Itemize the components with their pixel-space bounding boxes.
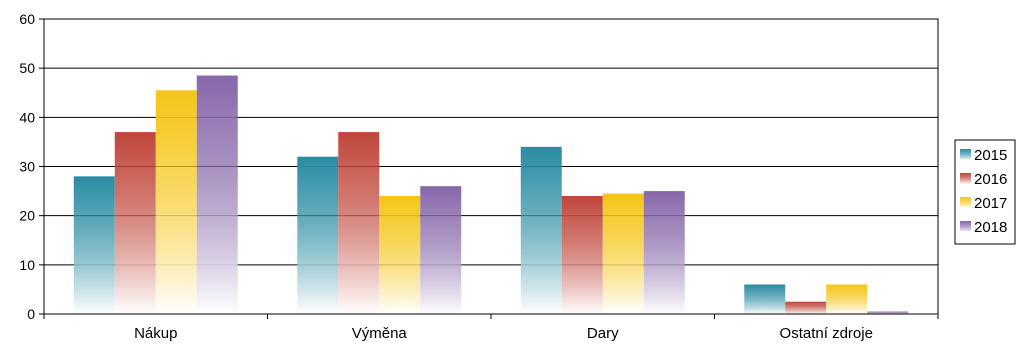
legend-swatch-2017 xyxy=(960,197,971,208)
y-tick-label: 10 xyxy=(19,257,35,273)
y-tick-label: 50 xyxy=(19,60,35,76)
y-tick-label: 40 xyxy=(19,109,35,125)
bar-2018-0 xyxy=(196,75,238,315)
bar-2017-1 xyxy=(379,196,421,314)
legend-swatch-2018 xyxy=(960,221,971,232)
y-tick-label: 30 xyxy=(19,159,35,175)
bar-2018-2 xyxy=(643,191,685,314)
bar-2017-2 xyxy=(602,193,644,314)
axes: 0 10 20 30 40 50 60 Nákup Výměna Dary Ostatní zdro… xyxy=(19,11,939,342)
bar-2015-1 xyxy=(297,156,339,314)
legend-label: 2018 xyxy=(974,219,1007,236)
legend: 2015 2016 2017 2018 xyxy=(954,139,1016,245)
bar-2017-0 xyxy=(155,90,197,315)
bar-2018-1 xyxy=(420,186,462,314)
y-tick-label: 20 xyxy=(19,208,35,224)
x-category-label: Nákup xyxy=(134,325,177,342)
legend-label: 2016 xyxy=(974,171,1007,188)
bar-2016-0 xyxy=(114,132,156,314)
y-tick-label: 60 xyxy=(19,11,35,27)
x-category-label: Dary xyxy=(587,325,619,342)
x-category-label: Výměna xyxy=(352,325,408,342)
bar-2015-3 xyxy=(744,284,786,314)
bar-2016-2 xyxy=(561,196,603,314)
bar-2017-3 xyxy=(826,284,868,314)
bar-2018-3 xyxy=(867,311,909,314)
x-category-label: Ostatní zdroje xyxy=(780,325,873,342)
bars xyxy=(73,75,909,315)
legend-swatch-2015 xyxy=(960,149,971,160)
legend-label: 2017 xyxy=(974,195,1007,212)
bar-2015-0 xyxy=(73,176,115,314)
bar-2015-2 xyxy=(520,146,562,314)
legend-label: 2015 xyxy=(974,147,1007,164)
bar-2016-1 xyxy=(338,132,380,314)
y-tick-label: 0 xyxy=(27,306,35,322)
bar-2016-3 xyxy=(785,301,827,314)
legend-swatch-2016 xyxy=(960,173,971,184)
